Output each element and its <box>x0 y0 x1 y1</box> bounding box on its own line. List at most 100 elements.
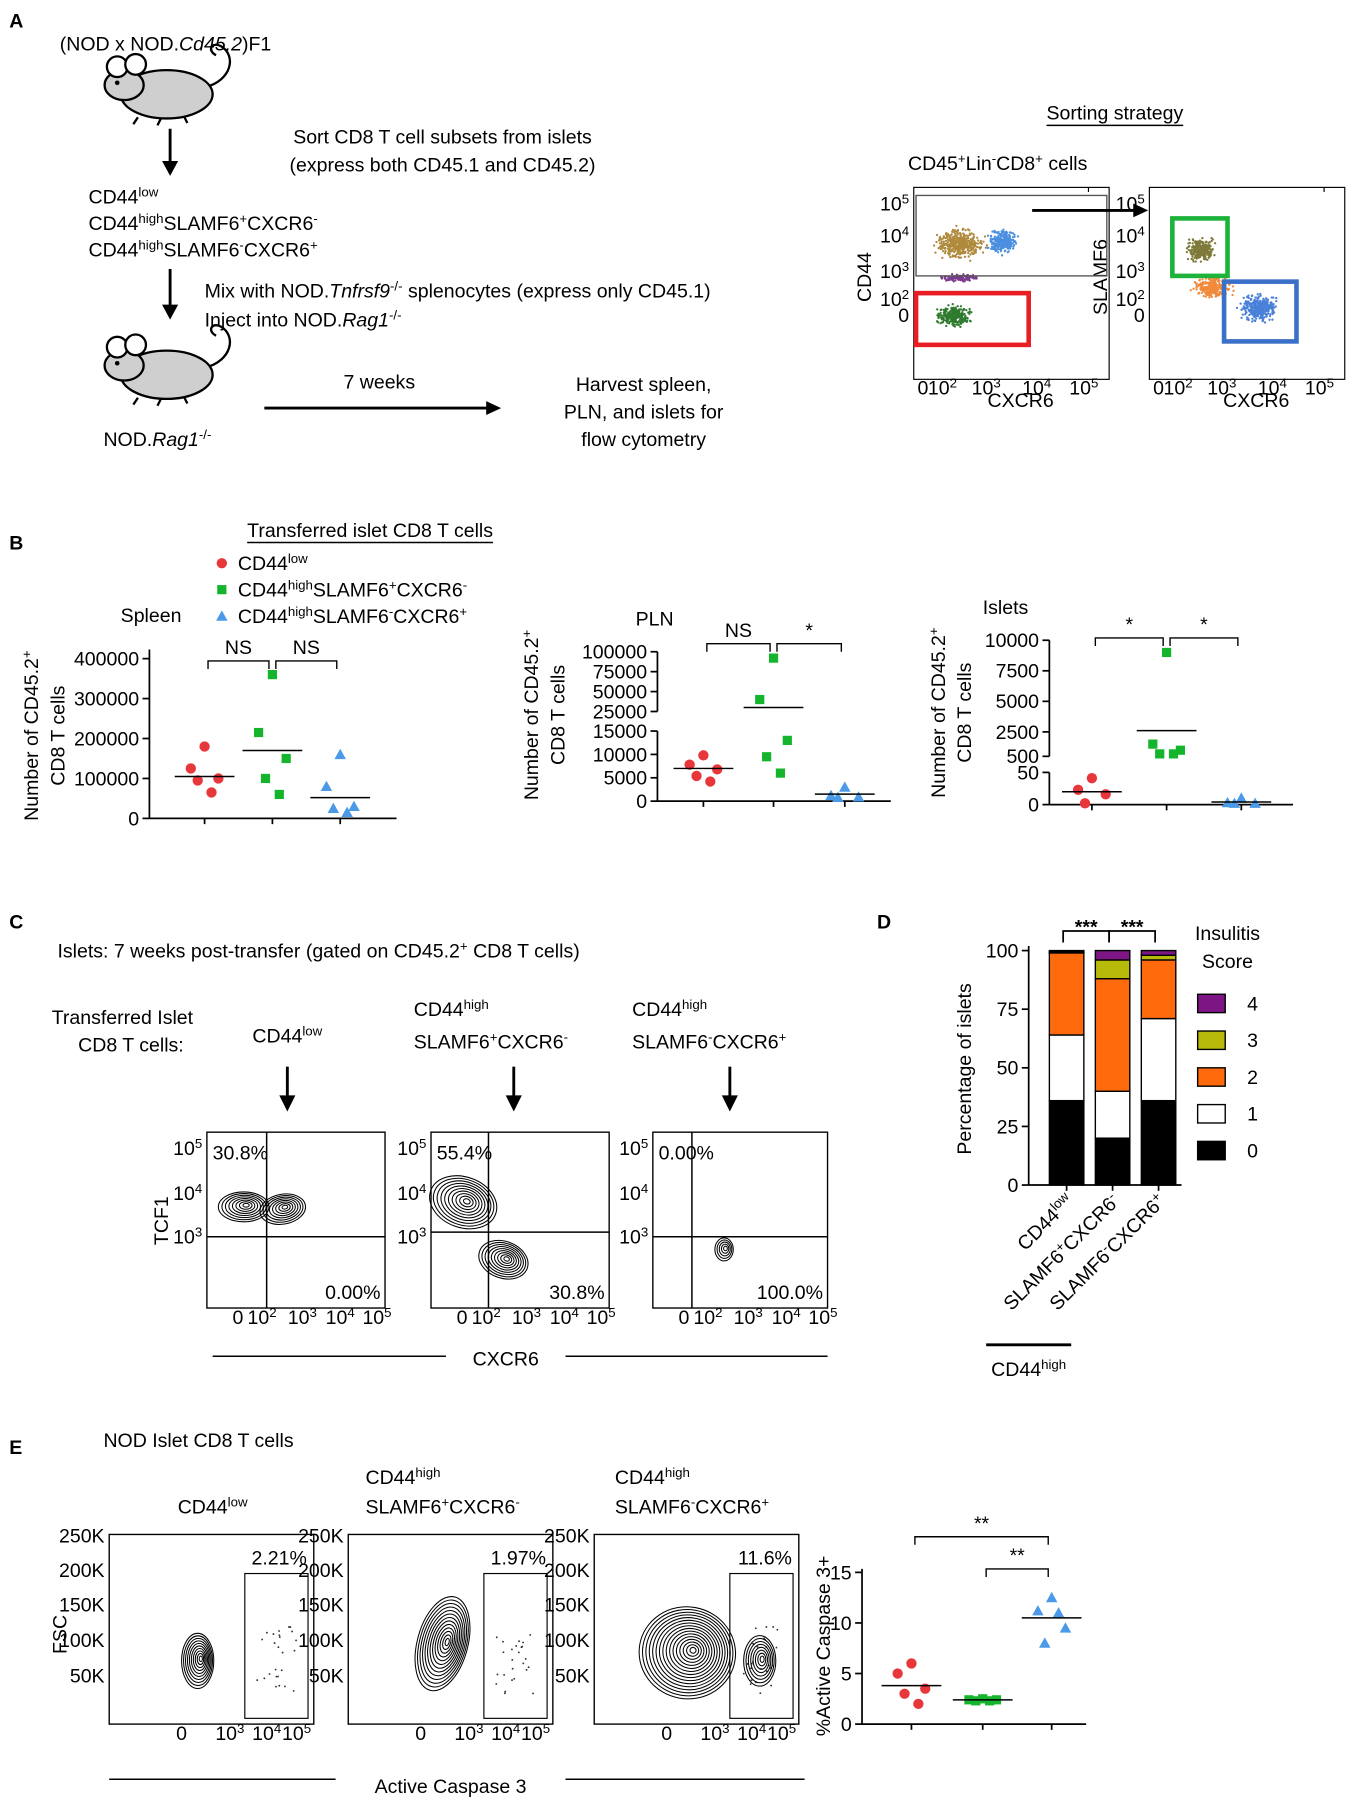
x-tick-label: 0 <box>918 377 929 399</box>
event-dot <box>996 236 999 239</box>
contour <box>414 1596 471 1692</box>
event-dot <box>1004 240 1008 243</box>
axis-label: SLAMF6 <box>1090 239 1112 315</box>
event-dot <box>1005 244 1008 247</box>
event-dot <box>968 319 971 322</box>
significance-label: *** <box>1075 916 1098 938</box>
text-part: + <box>460 938 468 953</box>
event-dot <box>940 238 943 241</box>
event-dot <box>1259 294 1262 297</box>
text-part: 5 <box>195 1136 202 1151</box>
point <box>1100 789 1111 800</box>
text-part: 10 <box>700 1723 722 1745</box>
y-tick-label: 2500 <box>996 722 1040 744</box>
contour <box>672 1633 710 1669</box>
event-dot <box>1272 302 1275 306</box>
text-part: 10 <box>1116 226 1138 248</box>
text-part: CD44 <box>991 1359 1041 1381</box>
event-dot <box>495 1636 498 1639</box>
x-tick-label: 103 <box>512 1305 541 1330</box>
event-dot <box>520 1646 523 1649</box>
plot-frame <box>652 1131 829 1309</box>
event-dot <box>940 277 944 280</box>
legend-swatch <box>1196 993 1226 1014</box>
text-part: 3 <box>902 259 909 274</box>
contour <box>447 1188 483 1216</box>
event-dot <box>1192 287 1195 290</box>
text-part: + <box>18 650 33 658</box>
contour <box>265 1196 301 1221</box>
event-dot <box>1192 260 1195 263</box>
event-dot <box>971 238 974 242</box>
event-dot <box>949 316 952 319</box>
event-dot <box>1207 291 1210 295</box>
event-dot <box>1212 291 1215 294</box>
event-dot <box>1005 232 1008 235</box>
text-part: - <box>564 1029 568 1044</box>
event-dot <box>275 1685 277 1688</box>
contour <box>720 1243 730 1254</box>
event-dot <box>1000 231 1004 235</box>
event-dot <box>1261 319 1265 322</box>
text: Harvest spleen, <box>576 374 712 396</box>
event-dot <box>772 1626 775 1628</box>
event-dot <box>989 235 993 238</box>
event-dot <box>532 1692 534 1695</box>
axis-label: Active Caspase 3 <box>375 1776 527 1798</box>
x-tick-label: 105 <box>808 1305 837 1330</box>
text-part: high <box>464 997 489 1012</box>
legend-swatch <box>1196 1030 1226 1051</box>
text-part: - <box>313 210 317 225</box>
panel-label: E <box>9 1437 22 1459</box>
event-dot <box>1242 305 1245 308</box>
contour <box>224 1194 264 1219</box>
y-tick-label: 104 <box>173 1180 202 1205</box>
event-dot <box>263 1677 266 1680</box>
y-tick-label: 50K <box>555 1666 590 1688</box>
legend-label: CD44low <box>238 551 308 576</box>
event-dot <box>1011 232 1015 235</box>
text-part: 10 <box>1069 377 1091 399</box>
text-part: 10 <box>1258 377 1280 399</box>
event-dot <box>1264 302 1267 305</box>
event-dot <box>503 1673 506 1676</box>
event-dot <box>1245 311 1248 314</box>
event-dot <box>1262 304 1265 307</box>
contour <box>186 1640 211 1681</box>
text-part: CD44 <box>89 239 139 261</box>
event-dot <box>970 311 973 314</box>
axis-label: CXCR6 <box>988 390 1054 412</box>
contour <box>487 1246 522 1273</box>
point <box>899 1688 910 1699</box>
event-dot <box>1274 305 1277 308</box>
event-dot <box>1240 316 1243 319</box>
event-dot <box>948 236 952 239</box>
event-dot <box>1012 243 1016 247</box>
y-tick-label: 103 <box>880 259 909 284</box>
event-dot <box>961 318 964 322</box>
text-part: high <box>288 577 313 592</box>
event-dot <box>1005 230 1008 233</box>
point <box>216 558 227 569</box>
event-dot <box>953 235 956 238</box>
text: NOD.Rag1-/- <box>103 427 211 452</box>
event-dot <box>1215 292 1219 295</box>
event-dot <box>947 322 951 325</box>
point <box>913 1698 924 1710</box>
event-dot <box>952 231 955 234</box>
event-dot <box>1256 304 1259 308</box>
event-dot <box>1214 291 1217 294</box>
event-dot <box>1210 239 1213 243</box>
text-part: 5 <box>384 1305 391 1320</box>
text-part: CXCR6 <box>397 580 463 602</box>
event-dot <box>1251 317 1254 320</box>
event-dot <box>1001 244 1004 248</box>
gate-percent: 30.8% <box>549 1282 604 1304</box>
event-dot <box>940 308 943 311</box>
text-part: SLAMF6 <box>414 1031 490 1053</box>
event-dot <box>937 247 940 250</box>
point <box>274 789 284 800</box>
event-dot <box>750 1679 753 1682</box>
contour <box>716 1239 733 1259</box>
event-dot <box>968 244 971 248</box>
